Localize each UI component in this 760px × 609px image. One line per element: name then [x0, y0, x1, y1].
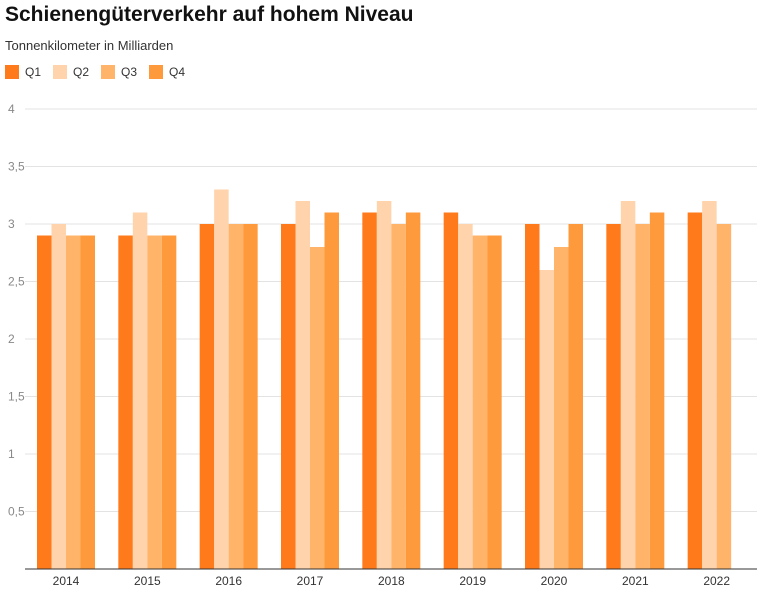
bar-q1-2022 [687, 212, 703, 569]
legend-swatch [53, 65, 68, 79]
x-tick-label: 2021 [622, 574, 649, 588]
bar-q3-2019 [472, 235, 488, 569]
bar-q2-2017 [295, 201, 310, 569]
legend-item-q1: Q1 [5, 65, 41, 79]
legend-label: Q2 [73, 65, 90, 79]
legend-label: Q4 [169, 65, 186, 79]
chart-title: Schienengüterverkehr auf hohem Niveau [5, 3, 414, 26]
bar-q4-2016 [243, 224, 258, 569]
bar-q2-2015 [132, 212, 148, 569]
bar-q3-2022 [716, 224, 732, 569]
legend-swatch [149, 65, 164, 79]
bar-q1-2016 [199, 224, 215, 569]
bar-q4-2019 [487, 235, 502, 569]
bar-q4-2020 [568, 224, 583, 569]
y-tick-label: 2,5 [8, 275, 25, 289]
bar-q3-2016 [228, 224, 244, 569]
bar-q3-2014 [66, 235, 81, 569]
legend-item-q2: Q2 [53, 65, 89, 79]
bar-q3-2020 [554, 247, 569, 569]
legend-label: Q1 [25, 65, 42, 79]
bar-q3-2015 [147, 235, 162, 569]
bar-q1-2017 [281, 224, 296, 569]
legend-item-q3: Q3 [101, 65, 137, 79]
bar-q4-2017 [324, 212, 339, 569]
y-tick-label: 3,5 [8, 160, 25, 174]
legend-swatch [5, 65, 19, 79]
y-tick-label: 1,5 [8, 390, 25, 404]
x-tick-label: 2020 [541, 574, 568, 588]
y-tick-label: 1 [8, 447, 15, 461]
bar-q2-2016 [214, 189, 229, 569]
y-tick-label: 4 [8, 102, 15, 116]
y-tick-label: 0,5 [8, 505, 25, 519]
x-tick-label: 2022 [703, 574, 730, 588]
bar-q1-2019 [443, 212, 459, 569]
bar-q1-2021 [606, 224, 621, 569]
x-tick-label: 2017 [297, 574, 324, 588]
bar-q1-2020 [525, 224, 540, 569]
bar-q2-2022 [702, 201, 717, 569]
chart-legend: Q1 Q2 Q3 Q4 [5, 65, 197, 79]
bar-q2-2019 [458, 224, 473, 569]
bar-q1-2015 [118, 235, 133, 569]
y-tick-label: 3 [8, 217, 15, 231]
x-tick-label: 2015 [134, 574, 161, 588]
bar-q4-2014 [80, 235, 95, 569]
legend-label: Q3 [121, 65, 138, 79]
bar-q2-2018 [376, 201, 392, 569]
bar-q3-2018 [391, 224, 406, 569]
x-tick-label: 2016 [215, 574, 242, 588]
bar-q4-2018 [405, 212, 421, 569]
bar-q2-2020 [539, 270, 554, 569]
bar-q2-2021 [620, 201, 636, 569]
chart-subtitle: Tonnenkilometer in Milliarden [5, 38, 174, 53]
bar-q2-2014 [51, 224, 66, 569]
legend-swatch [101, 65, 116, 79]
bar-q1-2018 [362, 212, 377, 569]
bar-q3-2021 [635, 224, 650, 569]
bar-q4-2021 [649, 212, 665, 569]
x-tick-label: 2019 [459, 574, 486, 588]
legend-item-q4: Q4 [149, 65, 185, 79]
bar-q4-2015 [161, 235, 177, 569]
y-tick-label: 2 [8, 332, 15, 346]
x-tick-label: 2014 [53, 574, 80, 588]
x-tick-label: 2018 [378, 574, 405, 588]
bar-q1-2014 [37, 235, 52, 569]
bar-q3-2017 [310, 247, 325, 569]
